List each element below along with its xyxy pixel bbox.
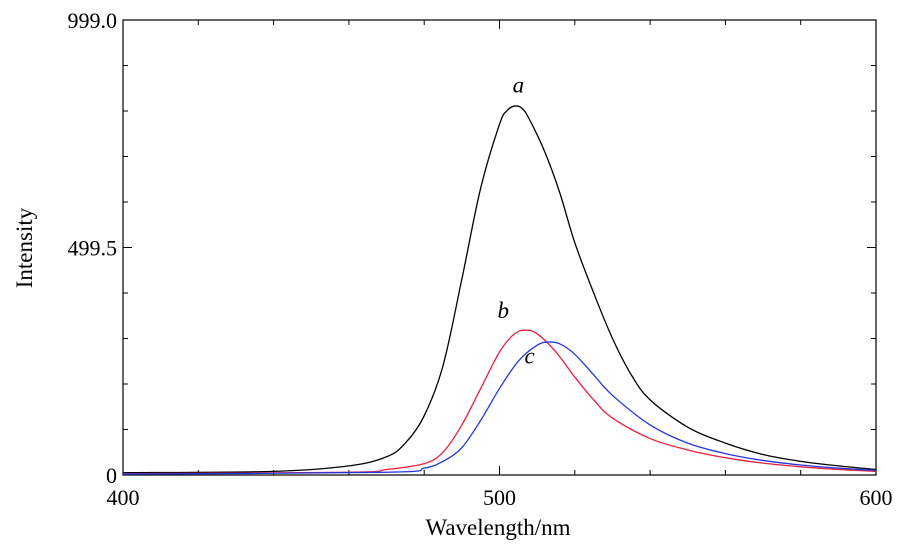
y-tick-label: 499.5 xyxy=(68,236,118,261)
axis-ticks xyxy=(122,19,877,476)
plot-frame xyxy=(122,19,877,476)
series-line-c xyxy=(122,341,877,475)
curve-label-c: c xyxy=(525,343,535,368)
y-tick-label: 999.0 xyxy=(68,8,118,33)
x-tick-label: 500 xyxy=(483,485,516,510)
x-axis-title: Wavelength/nm xyxy=(425,515,570,540)
tick-labels: 400 500 600 0 499.5 999.0 xyxy=(68,8,893,510)
series-line-b xyxy=(122,329,877,475)
y-axis-title: Intensity xyxy=(12,207,37,288)
curve-label-a: a xyxy=(513,72,525,97)
curve-label-b: b xyxy=(498,298,510,323)
y-tick-label: 0 xyxy=(106,463,117,488)
x-tick-label: 400 xyxy=(107,485,140,510)
plot-border xyxy=(122,19,877,476)
series-line-a xyxy=(122,105,877,474)
curve-annotations: a bc xyxy=(498,72,535,368)
x-tick-label: 600 xyxy=(860,485,893,510)
series-curves xyxy=(122,105,877,475)
